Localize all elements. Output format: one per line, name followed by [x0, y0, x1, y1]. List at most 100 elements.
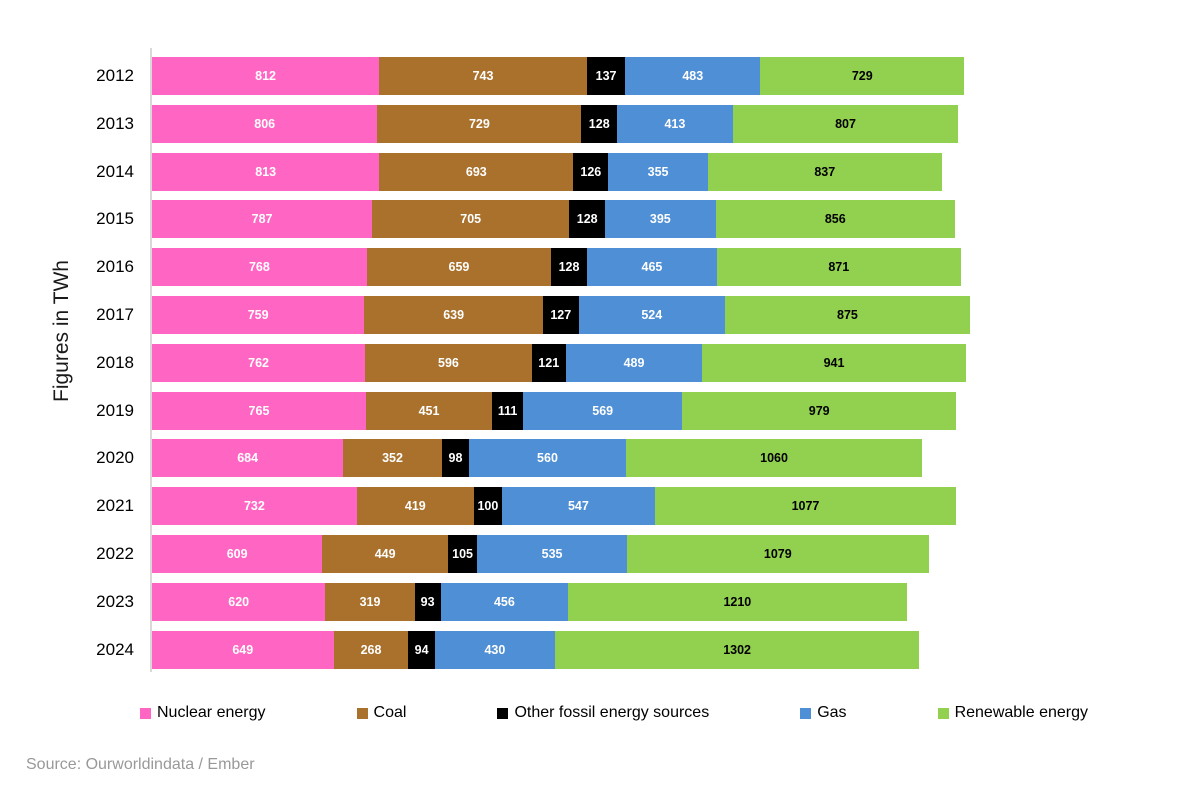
bar-value-label: 456	[493, 594, 515, 609]
bar-track: 732 419 100 547 1077	[152, 487, 957, 526]
year-label: 2024	[96, 639, 134, 659]
bar-row: 2022 609 449 105 535 1079	[0, 534, 1200, 573]
bar-segment: 535	[477, 534, 627, 573]
bar-segment: 94	[408, 630, 435, 669]
bar-value-label: 1302	[723, 642, 751, 657]
year-label: 2015	[96, 209, 134, 229]
bar-segment: 449	[322, 534, 448, 573]
bar-segment: 729	[377, 104, 582, 143]
bar-value-label: 729	[468, 116, 490, 131]
bar-segment: 649	[152, 630, 334, 669]
bar-value-label: 813	[255, 164, 277, 179]
bar-value-label: 94	[414, 642, 429, 657]
bar-segment: 806	[152, 104, 378, 143]
bar-value-label: 871	[828, 260, 850, 275]
bar-row: 2015 787 705 128 395 856	[0, 200, 1200, 239]
bar-track: 806 729 128 413 807	[152, 104, 959, 143]
bar-segment: 979	[682, 391, 957, 430]
legend-item: Coal	[356, 704, 407, 722]
bar-value-label: 100	[477, 499, 499, 514]
bar-value-label: 807	[835, 116, 856, 131]
bar-segment: 871	[716, 248, 961, 287]
bar-segment: 413	[617, 104, 733, 143]
bar-segment: 768	[152, 248, 367, 287]
bar-row: 2018 762 596 121 489 941	[0, 343, 1200, 382]
bar-value-label: 837	[814, 164, 836, 179]
bar-segment: 620	[152, 582, 326, 621]
bar-value-label: 609	[226, 546, 248, 561]
bar-segment: 759	[152, 295, 365, 334]
bar-segment: 765	[152, 391, 366, 430]
bar-track: 812 743 137 483 729	[152, 57, 965, 95]
bar-value-label: 483	[682, 69, 704, 83]
legend-item: Gas	[800, 704, 847, 722]
bar-segment: 137	[586, 57, 626, 95]
bar-value-label: 806	[254, 116, 276, 131]
bar-value-label: 547	[567, 499, 589, 514]
bar-segment: 126	[573, 152, 609, 191]
bar-value-label: 535	[541, 546, 563, 561]
bar-value-label: 649	[232, 642, 254, 657]
bar-value-label: 121	[538, 355, 560, 370]
bar-value-label: 768	[248, 260, 270, 275]
year-label: 2017	[96, 304, 134, 324]
bar-segment: 812	[152, 57, 380, 95]
year-label: 2013	[96, 113, 134, 133]
bar-value-label: 126	[580, 164, 602, 179]
bar-segment: 837	[707, 152, 942, 191]
bar-value-label: 743	[472, 69, 494, 83]
bar-segment: 569	[523, 391, 683, 430]
year-label: 2020	[96, 448, 134, 468]
bar-value-label: 596	[438, 355, 459, 370]
bar-row: 2021 732 419 100 547 1077	[0, 487, 1200, 526]
year-label: 2021	[96, 496, 134, 516]
legend-label: Renewable energy	[954, 704, 1088, 721]
bar-segment: 941	[702, 343, 966, 382]
bar-row: 2020 684 352 98 560 1060	[0, 439, 1200, 478]
bar-value-label: 93	[420, 594, 435, 609]
year-label: 2023	[96, 591, 134, 611]
y-axis-line	[150, 48, 152, 672]
bar-segment: 355	[608, 152, 708, 191]
bar-track: 759 639 127 524 875	[152, 295, 970, 334]
bar-segment: 693	[379, 152, 574, 191]
bar-segment: 813	[152, 152, 380, 191]
bar-segment: 729	[760, 57, 965, 95]
bar-segment: 128	[569, 200, 606, 239]
bar-segment: 596	[365, 343, 532, 382]
bar-value-label: 395	[649, 212, 671, 227]
bar-value-label: 684	[237, 451, 259, 466]
bar-row: 2016 768 659 128 465 871	[0, 248, 1200, 287]
bar-value-label: 732	[243, 499, 265, 514]
bar-segment: 352	[343, 439, 442, 478]
legend-swatch-icon	[497, 707, 509, 719]
bar-value-label: 560	[537, 451, 558, 466]
bar-track: 762 596 121 489 941	[152, 343, 966, 382]
bar-value-label: 787	[251, 212, 273, 227]
year-label: 2014	[96, 161, 134, 181]
bar-value-label: 355	[647, 164, 669, 179]
bar-segment: 93	[414, 582, 441, 621]
bar-value-label: 105	[452, 546, 474, 561]
legend: Nuclear energy Coal Other fossil energy so…	[140, 704, 1088, 722]
legend-label: Coal	[373, 704, 407, 721]
bar-value-label: 413	[664, 116, 686, 131]
bar-row: 2014 813 693 126 355 837	[0, 152, 1200, 191]
bar-value-label: 111	[497, 403, 518, 418]
bar-value-label: 127	[550, 307, 572, 322]
bar-segment: 483	[625, 57, 761, 95]
bar-segment: 524	[578, 295, 726, 334]
bar-row: 2019 765 451 111 569 979	[0, 391, 1200, 430]
bar-segment: 395	[605, 200, 716, 239]
bar-segment: 807	[732, 104, 959, 143]
bar-segment: 875	[725, 295, 970, 334]
bar-value-label: 1077	[791, 499, 820, 514]
bar-value-label: 1079	[763, 546, 792, 561]
source-text: Source: Ourworldindata / Ember	[26, 756, 255, 773]
bar-segment: 121	[531, 343, 566, 382]
bar-value-label: 941	[823, 355, 845, 370]
bar-track: 684 352 98 560 1060	[152, 439, 923, 478]
bar-segment: 1210	[568, 582, 907, 621]
year-label: 2012	[96, 66, 134, 85]
